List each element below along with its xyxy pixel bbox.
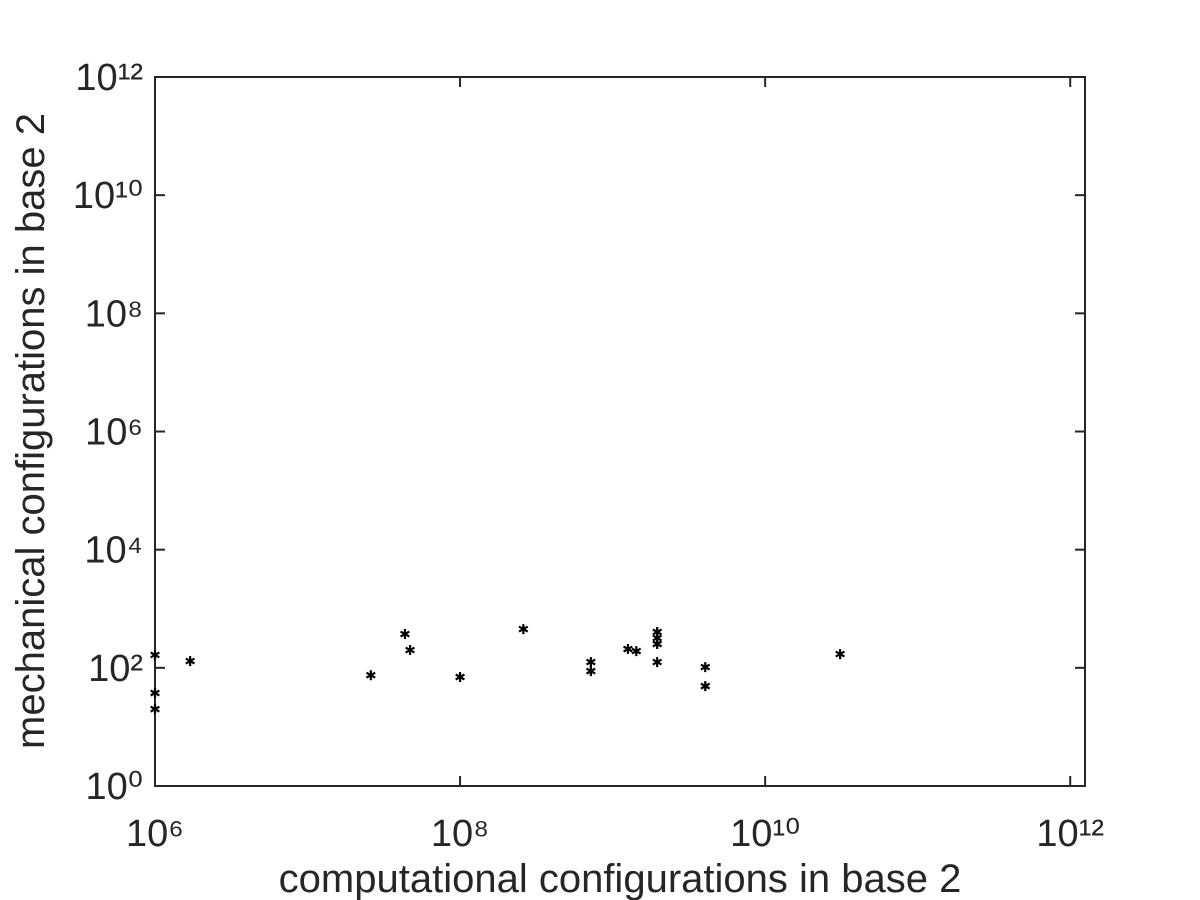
y-tick-label: 10¹² bbox=[75, 57, 143, 99]
y-axis-label: mechanical configurations in base 2 bbox=[9, 113, 53, 749]
x-tick-label: 10⁶ bbox=[126, 813, 184, 855]
point bbox=[700, 681, 711, 692]
point bbox=[185, 656, 196, 667]
point bbox=[623, 644, 633, 655]
y-tick-label: 10⁴ bbox=[84, 530, 143, 572]
y-tick-label: 10⁶ bbox=[85, 412, 143, 454]
point bbox=[405, 645, 415, 656]
point bbox=[585, 657, 596, 668]
y-tick-label: 10² bbox=[88, 648, 143, 690]
point bbox=[518, 624, 529, 635]
point bbox=[585, 666, 596, 677]
point bbox=[150, 704, 160, 715]
x-axis-label: computational configurations in base 2 bbox=[279, 857, 962, 900]
point bbox=[652, 657, 663, 668]
point bbox=[652, 639, 663, 650]
y-tick-label: 10¹⁰ bbox=[73, 175, 143, 217]
point bbox=[150, 688, 160, 699]
x-tick-label: 10⁸ bbox=[431, 813, 489, 855]
y-tick-label: 10⁸ bbox=[85, 293, 143, 335]
point bbox=[835, 649, 845, 660]
point bbox=[455, 671, 465, 682]
x-tick-label: 10¹⁰ bbox=[730, 813, 800, 855]
point bbox=[700, 662, 711, 673]
point bbox=[150, 649, 160, 660]
plot-frame bbox=[154, 76, 1086, 787]
point bbox=[400, 629, 410, 640]
y-tick-label: 10⁰ bbox=[85, 766, 143, 808]
x-tick-label: 10¹² bbox=[1036, 813, 1104, 855]
point bbox=[631, 646, 642, 657]
point bbox=[365, 670, 376, 681]
